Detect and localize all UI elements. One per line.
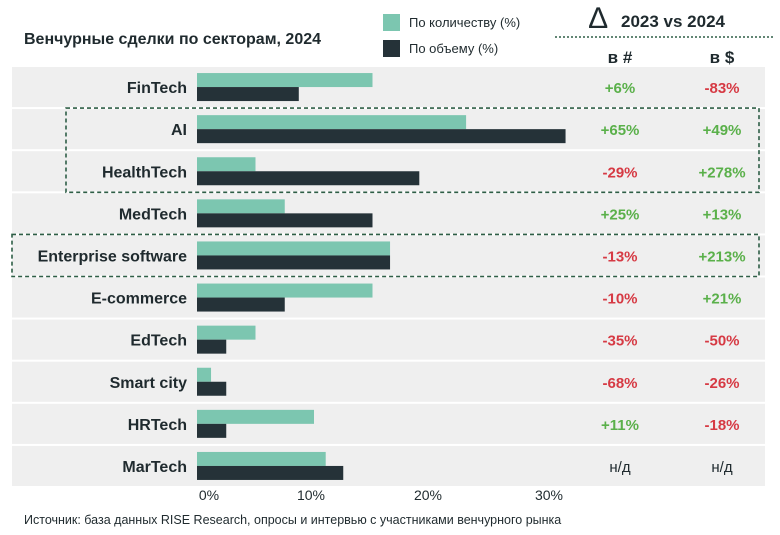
- row-background-fintech: [12, 67, 765, 108]
- row-background-martech: [12, 445, 765, 486]
- legend-swatch-count: [383, 14, 400, 31]
- delta-count-ai: +65%: [601, 122, 640, 139]
- delta-icon: ∆: [589, 2, 608, 35]
- x-tick-label: 10%: [297, 487, 325, 503]
- bar-volume-hrtech: [197, 423, 227, 438]
- column-head-volume: в $: [710, 48, 735, 67]
- delta-volume-edtech: -50%: [704, 333, 739, 350]
- bar-volume-martech: [197, 465, 344, 480]
- bar-volume-healthtech: [197, 171, 420, 186]
- category-label-e-commerce: E-commerce: [91, 291, 187, 308]
- legend-label-count: По количеству (%): [409, 15, 520, 30]
- source-note: Источник: база данных RISE Research, опр…: [24, 513, 561, 527]
- delta-count-healthtech: -29%: [602, 164, 637, 181]
- bar-count-edtech: [197, 325, 256, 340]
- bar-volume-ai: [197, 129, 566, 144]
- delta-volume-hrtech: -18%: [704, 417, 739, 434]
- bar-count-martech: [197, 451, 326, 466]
- category-label-hrtech: HRTech: [128, 417, 187, 434]
- bar-volume-smart-city: [197, 381, 227, 396]
- comparison-title: 2023 vs 2024: [621, 12, 726, 31]
- x-tick-label: 30%: [535, 487, 563, 503]
- category-label-martech: MarTech: [122, 459, 187, 476]
- category-label-ai: AI: [171, 122, 187, 139]
- row-background-medtech: [12, 193, 765, 234]
- delta-count-edtech: -35%: [602, 333, 637, 350]
- category-label-smart-city: Smart city: [110, 375, 187, 392]
- row-background-e-commerce: [12, 277, 765, 318]
- delta-volume-e-commerce: +21%: [703, 291, 742, 308]
- x-tick-label: 0%: [199, 487, 219, 503]
- delta-count-medtech: +25%: [601, 206, 640, 223]
- bar-count-hrtech: [197, 409, 314, 424]
- category-labels: FinTech AI HealthTech MedTech Enterprise sof…: [38, 80, 187, 476]
- legend-label-volume: По объему (%): [409, 41, 498, 56]
- bar-volume-enterprise-software: [197, 255, 391, 270]
- delta-volume-ai: +49%: [703, 122, 742, 139]
- bar-count-enterprise-software: [197, 241, 391, 256]
- bars: [197, 73, 566, 480]
- bar-volume-e-commerce: [197, 297, 285, 312]
- highlight-ai-healthtech: [65, 107, 760, 194]
- delta-count-smart-city: -68%: [602, 375, 637, 392]
- row-background-edtech: [12, 319, 765, 360]
- category-label-healthtech: HealthTech: [102, 164, 187, 181]
- delta-volume-fintech: -83%: [704, 80, 739, 97]
- bar-count-smart-city: [197, 367, 212, 382]
- delta-count-e-commerce: -10%: [602, 291, 637, 308]
- bar-count-medtech: [197, 199, 285, 214]
- delta-count-fintech: +6%: [605, 80, 635, 97]
- delta-volume-medtech: +13%: [703, 206, 742, 223]
- column-head-count: в #: [608, 48, 633, 67]
- delta-count-enterprise-software: -13%: [602, 248, 637, 265]
- bar-count-fintech: [197, 73, 373, 88]
- bar-count-ai: [197, 115, 467, 130]
- bar-volume-medtech: [197, 213, 373, 228]
- delta-volume-martech: н/д: [711, 459, 732, 476]
- category-label-fintech: FinTech: [127, 80, 187, 97]
- comparison-table: +6% -83% +65% +49% -29% +278% +25% +13% -13% +213…: [601, 80, 746, 476]
- bar-count-healthtech: [197, 157, 256, 172]
- bar-volume-edtech: [197, 339, 227, 354]
- delta-volume-enterprise-software: +213%: [698, 248, 745, 265]
- x-tick-label: 20%: [414, 487, 442, 503]
- bar-count-e-commerce: [197, 283, 373, 298]
- legend-swatch-volume: [383, 40, 400, 57]
- row-background-hrtech: [12, 403, 765, 444]
- delta-count-hrtech: +11%: [601, 417, 639, 434]
- category-label-medtech: MedTech: [119, 206, 187, 223]
- bar-volume-fintech: [197, 87, 299, 102]
- delta-volume-smart-city: -26%: [704, 375, 739, 392]
- highlight-boxes: [11, 107, 760, 278]
- delta-volume-healthtech: +278%: [698, 164, 745, 181]
- highlight-enterprise-software: [11, 233, 760, 278]
- category-label-edtech: EdTech: [130, 333, 187, 350]
- chart-title: Венчурные сделки по секторам, 2024: [24, 31, 321, 48]
- category-label-enterprise-software: Enterprise software: [38, 248, 187, 265]
- delta-count-martech: н/д: [609, 459, 630, 476]
- row-background-smart-city: [12, 361, 765, 402]
- x-axis-ticks: 0% 10% 20% 30%: [199, 487, 563, 503]
